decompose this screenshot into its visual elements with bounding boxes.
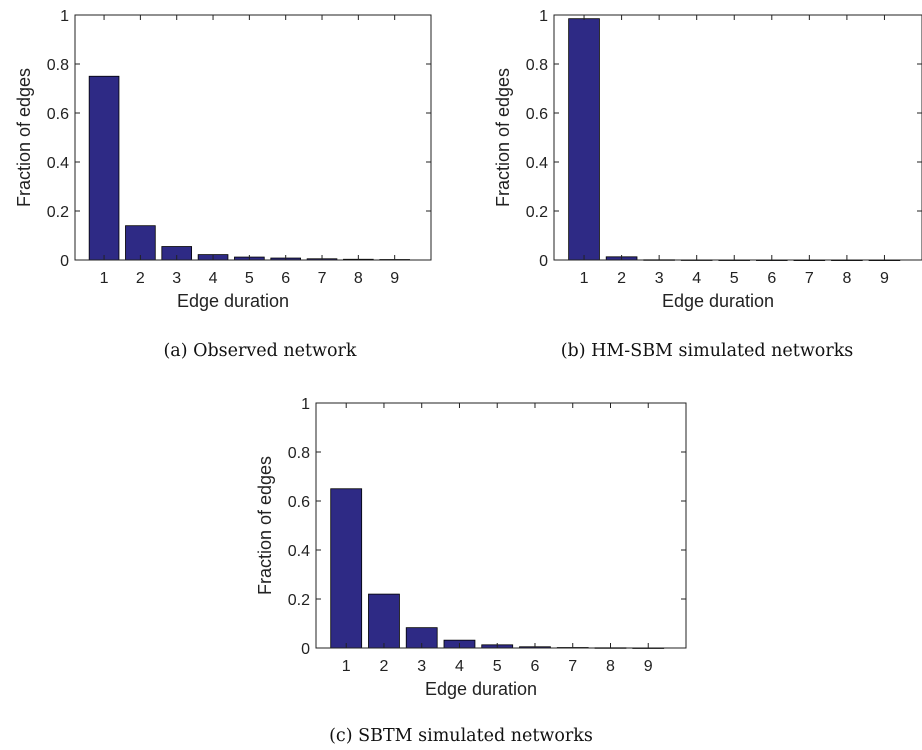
y-tick-label-c: 0.6 bbox=[288, 494, 310, 511]
x-tick-label-c: 4 bbox=[455, 658, 464, 675]
x-tick-label-c: 1 bbox=[342, 658, 351, 675]
bar-c-2 bbox=[368, 593, 400, 649]
x-tick-label-c: 2 bbox=[380, 658, 389, 675]
x-tick-label-b: 3 bbox=[655, 270, 664, 287]
bar-c-1 bbox=[330, 488, 363, 649]
x-axis-label-b: Edge duration bbox=[662, 291, 774, 311]
y-tick-label-c: 0.8 bbox=[288, 445, 310, 462]
x-tick-label-a: 9 bbox=[390, 270, 399, 287]
x-tick-label-a: 4 bbox=[209, 270, 218, 287]
axes-box-c bbox=[315, 402, 687, 649]
x-tick-label-c: 9 bbox=[644, 658, 653, 675]
y-tick-label-c: 1 bbox=[301, 396, 310, 413]
y-tick-label-b: 0.4 bbox=[526, 155, 548, 172]
y-axis-label-a: Fraction of edges bbox=[14, 68, 34, 207]
y-tick-label-a: 0.6 bbox=[47, 106, 69, 123]
x-axis-label-a: Edge duration bbox=[177, 291, 289, 311]
y-tick-label-a: 0.2 bbox=[47, 204, 69, 221]
x-tick-label-b: 7 bbox=[805, 270, 814, 287]
caption-a: (a) Observed network bbox=[163, 341, 356, 361]
bar-a-1 bbox=[88, 75, 120, 261]
x-tick-label-a: 5 bbox=[245, 270, 254, 287]
chart-panel-c: 0 0.2 0.4 0.6 0.8 1 1 2 3 4 5 6 7 8 9 Edge duration Frac… bbox=[255, 396, 687, 746]
y-axis-label-c: Fraction of edges bbox=[255, 456, 275, 595]
x-tick-label-b: 1 bbox=[580, 270, 589, 287]
x-tick-label-a: 2 bbox=[136, 270, 145, 287]
x-tick-label-b: 9 bbox=[880, 270, 889, 287]
y-tick-label-c: 0.4 bbox=[288, 543, 310, 560]
bar-b-1 bbox=[568, 18, 600, 261]
x-tick-label-c: 5 bbox=[493, 658, 502, 675]
x-tick-label-b: 8 bbox=[842, 270, 851, 287]
x-tick-label-a: 3 bbox=[172, 270, 181, 287]
axes-box-a bbox=[74, 14, 432, 261]
x-tick-label-c: 3 bbox=[417, 658, 426, 675]
x-tick-label-b: 4 bbox=[692, 270, 701, 287]
y-tick-label-b: 0.6 bbox=[526, 106, 548, 123]
y-tick-label-a: 0 bbox=[60, 253, 69, 270]
y-tick-label-a: 0.8 bbox=[47, 57, 69, 74]
y-tick-label-a: 1 bbox=[60, 8, 69, 25]
x-tick-label-a: 7 bbox=[318, 270, 327, 287]
y-tick-label-b: 0 bbox=[539, 253, 548, 270]
x-tick-label-c: 6 bbox=[531, 658, 540, 675]
x-tick-label-b: 2 bbox=[617, 270, 626, 287]
y-tick-label-b: 0.8 bbox=[526, 57, 548, 74]
bar-a-2 bbox=[125, 225, 156, 261]
x-tick-label-a: 8 bbox=[354, 270, 363, 287]
y-tick-label-c: 0.2 bbox=[288, 592, 310, 609]
x-axis-label-c: Edge duration bbox=[425, 679, 537, 699]
y-tick-label-c: 0 bbox=[301, 641, 310, 658]
y-axis-label-b: Fraction of edges bbox=[493, 68, 513, 207]
chart-panel-a: 0 0.2 0.4 0.6 0.8 1 1 2 3 4 5 6 7 8 9 Edge duration Frac… bbox=[14, 8, 432, 361]
y-tick-label-b: 0.2 bbox=[526, 204, 548, 221]
y-tick-label-a: 0.4 bbox=[47, 155, 69, 172]
x-tick-label-c: 7 bbox=[568, 658, 577, 675]
x-tick-label-b: 5 bbox=[730, 270, 739, 287]
x-tick-label-a: 6 bbox=[281, 270, 290, 287]
caption-c: (c) SBTM simulated networks bbox=[329, 726, 593, 746]
chart-panel-b: 0 0.2 0.4 0.6 0.8 1 1 2 3 4 5 6 7 8 9 Edge duration Frac… bbox=[493, 8, 922, 361]
x-tick-label-b: 6 bbox=[767, 270, 776, 287]
axes-box-b bbox=[553, 14, 922, 261]
y-tick-label-b: 1 bbox=[539, 8, 548, 25]
caption-b: (b) HM-SBM simulated networks bbox=[561, 341, 854, 361]
x-tick-label-a: 1 bbox=[100, 270, 109, 287]
x-tick-label-c: 8 bbox=[606, 658, 615, 675]
